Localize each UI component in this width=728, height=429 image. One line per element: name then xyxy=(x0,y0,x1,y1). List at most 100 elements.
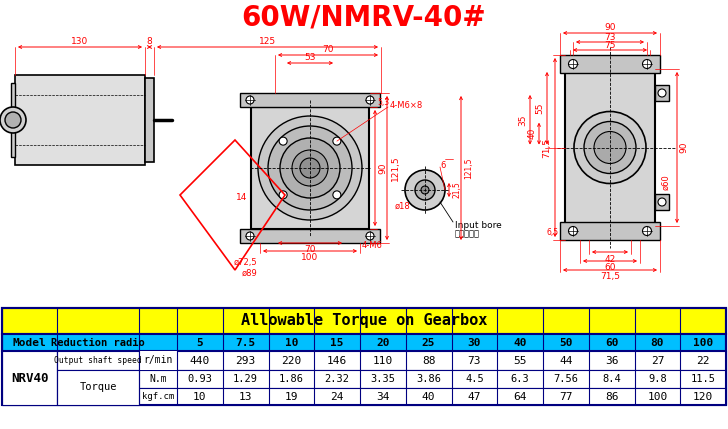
Text: 70: 70 xyxy=(304,245,316,254)
Bar xyxy=(560,55,660,73)
Bar xyxy=(2,351,57,405)
Text: ø60: ø60 xyxy=(661,175,670,190)
Text: 130: 130 xyxy=(71,37,89,46)
Text: 71,5: 71,5 xyxy=(542,138,552,157)
Text: 19: 19 xyxy=(285,392,298,402)
Text: 35: 35 xyxy=(518,114,528,126)
Text: 22: 22 xyxy=(697,356,710,366)
Text: 0.93: 0.93 xyxy=(187,374,213,384)
Bar xyxy=(2,308,726,405)
Bar xyxy=(2,370,726,388)
Circle shape xyxy=(280,138,340,198)
Text: ø72,5: ø72,5 xyxy=(233,259,257,268)
Text: 100: 100 xyxy=(693,338,713,347)
Text: 88: 88 xyxy=(422,356,435,366)
Text: ø18: ø18 xyxy=(395,202,411,211)
Text: 7.56: 7.56 xyxy=(553,374,578,384)
Text: 55: 55 xyxy=(513,356,527,366)
Circle shape xyxy=(643,227,652,236)
Text: 9.8: 9.8 xyxy=(648,374,667,384)
Circle shape xyxy=(246,96,254,104)
Circle shape xyxy=(366,232,374,240)
Text: 6.3: 6.3 xyxy=(511,374,529,384)
Text: 30: 30 xyxy=(467,338,481,347)
Text: 50: 50 xyxy=(559,338,573,347)
Text: 8.4: 8.4 xyxy=(602,374,621,384)
Text: 146: 146 xyxy=(327,356,347,366)
Circle shape xyxy=(569,60,577,69)
Text: Torque: Torque xyxy=(79,383,116,393)
Text: 6: 6 xyxy=(440,160,446,169)
Bar xyxy=(655,194,669,210)
Text: 5,3: 5,3 xyxy=(377,99,389,108)
Bar xyxy=(2,388,726,405)
Text: 90: 90 xyxy=(604,24,616,33)
Text: 4-M6×8: 4-M6×8 xyxy=(390,100,423,109)
Text: 14: 14 xyxy=(236,193,247,202)
Circle shape xyxy=(658,198,666,206)
Circle shape xyxy=(246,232,254,240)
Circle shape xyxy=(405,170,445,210)
Text: Reduction radio: Reduction radio xyxy=(51,338,145,347)
Bar xyxy=(145,78,154,162)
Bar xyxy=(57,351,139,370)
Bar xyxy=(655,85,669,101)
Text: Allowable Torque on Gearbox: Allowable Torque on Gearbox xyxy=(241,314,487,329)
Text: 73: 73 xyxy=(467,356,481,366)
Circle shape xyxy=(279,191,287,199)
Text: 出轴输入孔: 出轴输入孔 xyxy=(455,230,480,239)
Bar xyxy=(57,370,139,405)
Text: kgf.cm: kgf.cm xyxy=(142,392,174,401)
Text: ø89: ø89 xyxy=(242,269,258,278)
Circle shape xyxy=(258,116,362,220)
Text: 40: 40 xyxy=(422,392,435,402)
Text: 55: 55 xyxy=(536,103,545,114)
Circle shape xyxy=(5,112,21,128)
Text: 71,5: 71,5 xyxy=(600,272,620,281)
Circle shape xyxy=(569,227,577,236)
Circle shape xyxy=(333,191,341,199)
Text: Model: Model xyxy=(12,338,47,347)
Text: 20: 20 xyxy=(376,338,389,347)
Bar xyxy=(139,351,177,370)
Text: 293: 293 xyxy=(235,356,256,366)
Text: 90: 90 xyxy=(379,162,387,174)
Circle shape xyxy=(643,60,652,69)
Text: 70: 70 xyxy=(323,45,333,54)
Text: Input bore: Input bore xyxy=(455,221,502,230)
Text: 10: 10 xyxy=(285,338,298,347)
Text: 25: 25 xyxy=(422,338,435,347)
Bar xyxy=(565,69,655,226)
Text: 4.5: 4.5 xyxy=(465,374,483,384)
Text: 64: 64 xyxy=(513,392,527,402)
Bar xyxy=(2,351,726,370)
Text: 44: 44 xyxy=(559,356,573,366)
Bar xyxy=(11,83,15,157)
Circle shape xyxy=(279,137,287,145)
Text: 5: 5 xyxy=(197,338,203,347)
Text: 40: 40 xyxy=(513,338,527,347)
Circle shape xyxy=(584,121,636,173)
Text: N.m: N.m xyxy=(149,374,167,384)
Text: 42: 42 xyxy=(604,254,616,263)
Text: 10: 10 xyxy=(193,392,207,402)
Circle shape xyxy=(574,112,646,184)
Text: 90: 90 xyxy=(679,142,689,153)
Text: 2.32: 2.32 xyxy=(325,374,349,384)
Bar xyxy=(2,334,726,351)
Circle shape xyxy=(300,158,320,178)
Text: 77: 77 xyxy=(559,392,573,402)
Text: 4-M6: 4-M6 xyxy=(362,242,383,251)
Text: 47: 47 xyxy=(467,392,481,402)
Circle shape xyxy=(421,186,429,194)
Circle shape xyxy=(292,150,328,186)
Text: 80: 80 xyxy=(651,338,664,347)
Circle shape xyxy=(366,96,374,104)
Text: 11.5: 11.5 xyxy=(691,374,716,384)
Bar xyxy=(240,93,380,107)
Text: 21,5: 21,5 xyxy=(453,181,462,198)
Text: NRV40: NRV40 xyxy=(11,372,48,384)
Text: 36: 36 xyxy=(605,356,618,366)
Text: 1.29: 1.29 xyxy=(233,374,258,384)
Text: 220: 220 xyxy=(281,356,301,366)
